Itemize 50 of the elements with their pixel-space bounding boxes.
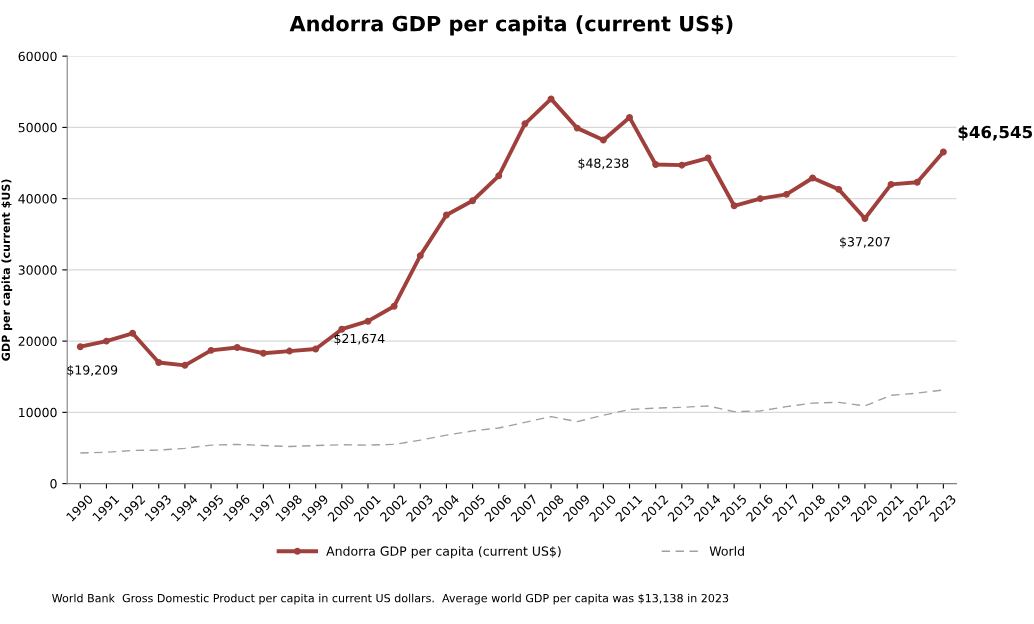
point — [259, 349, 267, 357]
point — [102, 337, 110, 345]
point — [312, 345, 320, 353]
point — [913, 178, 921, 186]
point — [233, 344, 241, 352]
point — [469, 197, 477, 205]
point — [76, 343, 84, 351]
annotation: $21,674 — [334, 333, 385, 345]
annotation: $19,209 — [67, 365, 118, 377]
y-tick-label: 60000 — [18, 51, 57, 62]
point — [809, 174, 817, 182]
point — [547, 95, 555, 103]
point — [939, 148, 947, 156]
point — [129, 329, 137, 337]
text: World Bank Gross Domestic Product per capita in current US dollars. Average world GDP per capita was $13,138 in 2023 — [52, 593, 729, 605]
y-tick-label: 20000 — [18, 336, 57, 347]
point — [155, 359, 163, 366]
y-tick-label: 40000 — [18, 194, 57, 204]
point — [442, 211, 450, 219]
point — [390, 302, 398, 310]
annotation: $48,238 — [578, 158, 629, 170]
y-axis-title: GDP per capita (current $US) — [1, 179, 13, 361]
point — [364, 317, 372, 325]
point — [181, 361, 189, 369]
y-tick-label: 30000 — [18, 265, 57, 275]
point — [207, 346, 215, 354]
point — [887, 180, 895, 188]
y-tick-label: 0 — [50, 479, 57, 489]
legend-label: World — [709, 546, 744, 556]
point — [756, 195, 764, 203]
annotation: $46,545 — [958, 125, 1033, 141]
point — [599, 136, 607, 144]
point — [730, 202, 738, 210]
y-tick-label: 10000 — [19, 407, 57, 418]
point — [338, 325, 346, 333]
point — [835, 185, 843, 193]
chart-title: Andorra GDP per capita (current US$) — [289, 15, 733, 36]
legend-label: Andorra GDP per capita (current US$) — [326, 546, 561, 559]
point — [652, 160, 660, 168]
point — [286, 347, 293, 355]
point — [495, 172, 503, 180]
point — [861, 215, 869, 223]
point — [573, 124, 581, 132]
point — [782, 190, 790, 198]
point — [626, 113, 633, 121]
point — [416, 252, 424, 260]
point — [521, 120, 529, 128]
annotation: $37,207 — [840, 236, 890, 249]
y-tick-label: 50000 — [18, 122, 57, 133]
point — [678, 161, 686, 169]
